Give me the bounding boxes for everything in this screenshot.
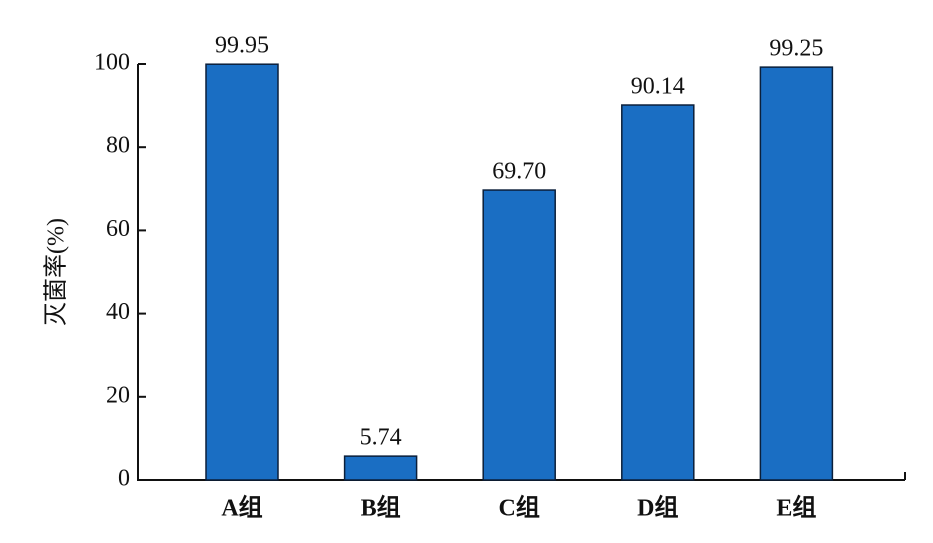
value-label: 90.14: [631, 74, 685, 100]
value-label: 99.95: [215, 33, 269, 59]
bar: [759, 66, 834, 481]
value-label: 5.74: [360, 425, 402, 451]
x-tick-label: A组: [221, 495, 262, 522]
y-tick-label: 80: [106, 133, 130, 159]
x-tick-label: E组: [776, 495, 816, 522]
bar: [343, 455, 418, 481]
bar: [482, 189, 556, 481]
bar: [205, 63, 279, 481]
y-tick-label: 0: [118, 466, 130, 492]
y-tick-label: 40: [106, 299, 130, 325]
value-label: 69.70: [492, 159, 546, 185]
bar: [621, 104, 695, 481]
y-tick-label: 100: [94, 50, 130, 76]
y-tick-label: 20: [106, 382, 130, 408]
x-tick-label: C组: [499, 495, 540, 522]
y-axis-label: 灭菌率(%): [43, 218, 70, 326]
y-tick-label: 60: [106, 216, 130, 242]
x-tick-label: B组: [361, 495, 401, 522]
value-label: 99.25: [769, 36, 823, 62]
x-tick-label: D组: [637, 495, 678, 522]
